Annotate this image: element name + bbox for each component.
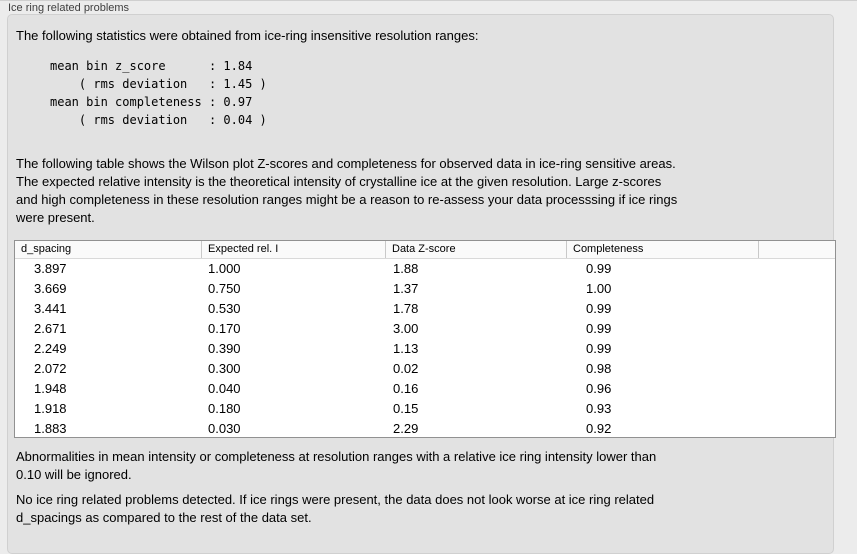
table-cell: 3.897 bbox=[34, 261, 67, 276]
table-cell: 0.180 bbox=[208, 401, 241, 416]
column-header-data-z-score[interactable]: Data Z-score bbox=[385, 241, 566, 258]
groupbox-title: Ice ring related problems bbox=[8, 2, 130, 14]
table-cell: 2.29 bbox=[393, 421, 419, 436]
table-row[interactable]: 2.671 0.170 3.00 0.99 bbox=[15, 319, 835, 339]
table-cell: 1.000 bbox=[208, 261, 241, 276]
table-row[interactable]: 3.669 0.750 1.37 1.00 bbox=[15, 279, 835, 299]
table-cell: 1.918 bbox=[34, 401, 67, 416]
table-row[interactable]: 1.918 0.180 0.15 0.93 bbox=[15, 399, 835, 419]
ignore-note: Abnormalities in mean intensity or compl… bbox=[16, 449, 657, 482]
conclusion-text: No ice ring related problems detected. I… bbox=[16, 492, 655, 525]
ice-ring-table-body: 3.897 1.000 1.88 0.99 3.669 0.750 1.37 1.00 3.44… bbox=[15, 259, 835, 437]
intro-paragraph: The following statistics were obtained f… bbox=[16, 28, 479, 43]
table-cell: 1.948 bbox=[34, 381, 67, 396]
table-cell: 2.671 bbox=[34, 321, 67, 336]
column-header-completeness[interactable]: Completeness bbox=[566, 241, 758, 258]
table-cell: 0.16 bbox=[393, 381, 419, 396]
table-cell: 0.170 bbox=[208, 321, 241, 336]
table-cell: 0.390 bbox=[208, 341, 241, 356]
column-header-expected-rel-i[interactable]: Expected rel. I bbox=[201, 241, 385, 258]
table-cell: 2.072 bbox=[34, 361, 67, 376]
table-cell: 1.883 bbox=[34, 421, 67, 436]
table-cell: 3.441 bbox=[34, 301, 67, 316]
table-row[interactable]: 2.249 0.390 1.13 0.99 bbox=[15, 339, 835, 359]
table-cell: 2.249 bbox=[34, 341, 67, 356]
table-cell: 1.00 bbox=[586, 281, 612, 296]
table-cell: 0.15 bbox=[393, 401, 419, 416]
table-cell: 3.669 bbox=[34, 281, 67, 296]
table-cell: 0.99 bbox=[586, 261, 612, 276]
table-row[interactable]: 1.948 0.040 0.16 0.96 bbox=[15, 379, 835, 399]
table-cell: 1.78 bbox=[393, 301, 419, 316]
table-cell: 1.13 bbox=[393, 341, 419, 356]
table-cell: 0.96 bbox=[586, 381, 612, 396]
table-cell: 0.99 bbox=[586, 301, 612, 316]
table-cell: 1.88 bbox=[393, 261, 419, 276]
table-cell: 0.99 bbox=[586, 341, 612, 356]
column-header-d-spacing[interactable]: d_spacing bbox=[21, 243, 72, 255]
table-cell: 0.030 bbox=[208, 421, 241, 436]
table-cell: 0.750 bbox=[208, 281, 241, 296]
table-cell: 0.98 bbox=[586, 361, 612, 376]
table-row[interactable]: 3.441 0.530 1.78 0.99 bbox=[15, 299, 835, 319]
column-header-empty bbox=[758, 241, 835, 258]
table-cell: 0.02 bbox=[393, 361, 419, 376]
table-row[interactable]: 3.897 1.000 1.88 0.99 bbox=[15, 259, 835, 279]
ice-ring-table: d_spacing Expected rel. I Data Z-score C… bbox=[14, 240, 836, 438]
table-cell: 0.93 bbox=[586, 401, 612, 416]
top-divider bbox=[0, 0, 857, 1]
table-row[interactable]: 2.072 0.300 0.02 0.98 bbox=[15, 359, 835, 379]
stats-block: mean bin z_score : 1.84 ( rms deviation … bbox=[50, 59, 267, 127]
table-cell: 0.92 bbox=[586, 421, 612, 436]
table-cell: 0.300 bbox=[208, 361, 241, 376]
table-row[interactable]: 1.883 0.030 2.29 0.92 bbox=[15, 419, 835, 437]
table-description: The following table shows the Wilson plo… bbox=[16, 156, 678, 225]
table-cell: 0.040 bbox=[208, 381, 241, 396]
table-cell: 1.37 bbox=[393, 281, 419, 296]
table-cell: 0.530 bbox=[208, 301, 241, 316]
table-cell: 0.99 bbox=[586, 321, 612, 336]
table-cell: 3.00 bbox=[393, 321, 419, 336]
table-header-row: d_spacing Expected rel. I Data Z-score C… bbox=[15, 241, 835, 259]
